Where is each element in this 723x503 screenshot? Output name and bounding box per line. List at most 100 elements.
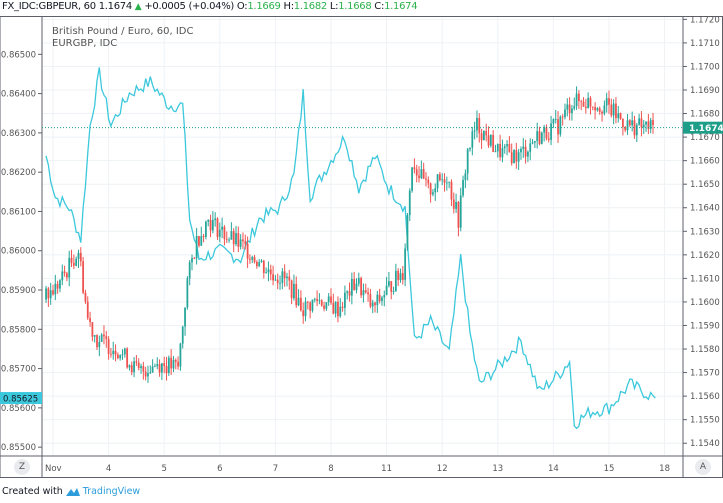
- candle-body: [211, 219, 214, 231]
- candle: [274, 275, 277, 281]
- candle-body: [617, 113, 620, 119]
- candle: [228, 237, 230, 243]
- right-tick-label: 1.1710: [690, 39, 720, 49]
- candle: [341, 301, 344, 312]
- candle-body: [642, 124, 645, 128]
- candle-body: [552, 119, 555, 124]
- candle: [49, 282, 52, 305]
- candle-body: [399, 273, 402, 281]
- candle-body: [293, 283, 295, 299]
- candle-body: [318, 300, 321, 302]
- candle-body: [179, 343, 182, 367]
- candle-body: [432, 192, 434, 195]
- candle: [501, 139, 504, 163]
- candle: [184, 307, 186, 336]
- candle-body: [320, 300, 323, 306]
- time-tick-label: 6: [217, 464, 222, 474]
- candle-body: [529, 143, 532, 152]
- right-tick-label: 1.1570: [690, 369, 720, 379]
- candle-body: [533, 140, 536, 143]
- candle-body: [436, 174, 439, 189]
- candle: [133, 357, 135, 378]
- left-tick-label: 0.86000: [1, 247, 36, 257]
- candle: [276, 273, 279, 290]
- left-tick-label: 0.85900: [1, 286, 36, 296]
- candle: [429, 182, 432, 203]
- candle-body: [357, 277, 360, 284]
- candle: [378, 288, 381, 304]
- candle-body: [418, 175, 420, 179]
- candle-body: [457, 202, 460, 228]
- candle: [418, 166, 420, 183]
- left-tick-label: 0.86200: [1, 168, 36, 178]
- candle-body: [103, 334, 105, 337]
- candle: [566, 98, 569, 117]
- candle-body: [473, 130, 476, 132]
- candle: [147, 365, 149, 383]
- candle-body: [508, 144, 511, 153]
- candle-body: [112, 350, 115, 355]
- candle: [198, 235, 200, 248]
- candle-body: [86, 301, 89, 319]
- candle-body: [478, 117, 481, 134]
- candle: [617, 105, 620, 123]
- candle-body: [325, 302, 328, 309]
- price-chart[interactable]: 1.17201.17101.17001.16901.16801.16701.16…: [0, 0, 723, 480]
- right-tick-label: 1.1600: [690, 298, 720, 308]
- candle: [202, 233, 205, 243]
- candle: [110, 347, 112, 358]
- candle: [580, 99, 583, 111]
- tradingview-link[interactable]: TradingView: [82, 486, 141, 497]
- candle: [350, 272, 353, 305]
- candle-body: [130, 365, 133, 373]
- candle-body: [543, 127, 546, 133]
- candle: [258, 258, 261, 268]
- candle-body: [313, 298, 316, 300]
- candle: [165, 356, 168, 381]
- compare-price-label: 0.85625: [3, 395, 38, 405]
- time-tick-label: 11: [381, 464, 392, 474]
- candle: [151, 359, 154, 373]
- candle-body: [489, 134, 492, 146]
- candle-body: [513, 150, 515, 164]
- candle-body: [156, 364, 159, 367]
- candle: [160, 363, 163, 380]
- candle: [103, 325, 105, 345]
- candle-body: [492, 134, 495, 153]
- candle: [441, 173, 444, 186]
- candle-body: [70, 257, 73, 263]
- right-tick-label: 1.1660: [690, 157, 720, 167]
- right-tick-label: 1.1550: [690, 416, 720, 426]
- candle-body: [235, 233, 237, 245]
- time-tick-label: 15: [604, 464, 615, 474]
- left-tick-label: 0.85700: [1, 365, 36, 375]
- candle: [587, 92, 590, 109]
- candle: [302, 302, 305, 324]
- candle-body: [559, 116, 562, 135]
- right-scale-button[interactable]: A: [695, 459, 711, 475]
- candle: [77, 249, 80, 269]
- candle-body: [221, 226, 224, 230]
- candle: [59, 279, 61, 293]
- candle: [615, 97, 617, 124]
- candle: [524, 139, 527, 164]
- candle-body: [330, 296, 332, 303]
- candle: [381, 295, 383, 306]
- candle-body: [274, 279, 277, 281]
- candle: [635, 122, 638, 143]
- left-scale-button[interactable]: Z: [14, 459, 30, 475]
- candle-body: [404, 248, 407, 280]
- candle: [223, 225, 226, 246]
- candle-body: [603, 105, 606, 114]
- candle-body: [425, 178, 427, 180]
- candle-body: [485, 130, 488, 136]
- candle: [575, 86, 578, 110]
- candle: [406, 212, 409, 251]
- candle-body: [52, 290, 54, 295]
- candle: [436, 174, 439, 193]
- candle-body: [172, 359, 175, 369]
- candle-body: [239, 239, 242, 247]
- candle: [355, 278, 358, 294]
- right-tick-label: 1.1690: [690, 86, 720, 96]
- candle: [392, 286, 395, 295]
